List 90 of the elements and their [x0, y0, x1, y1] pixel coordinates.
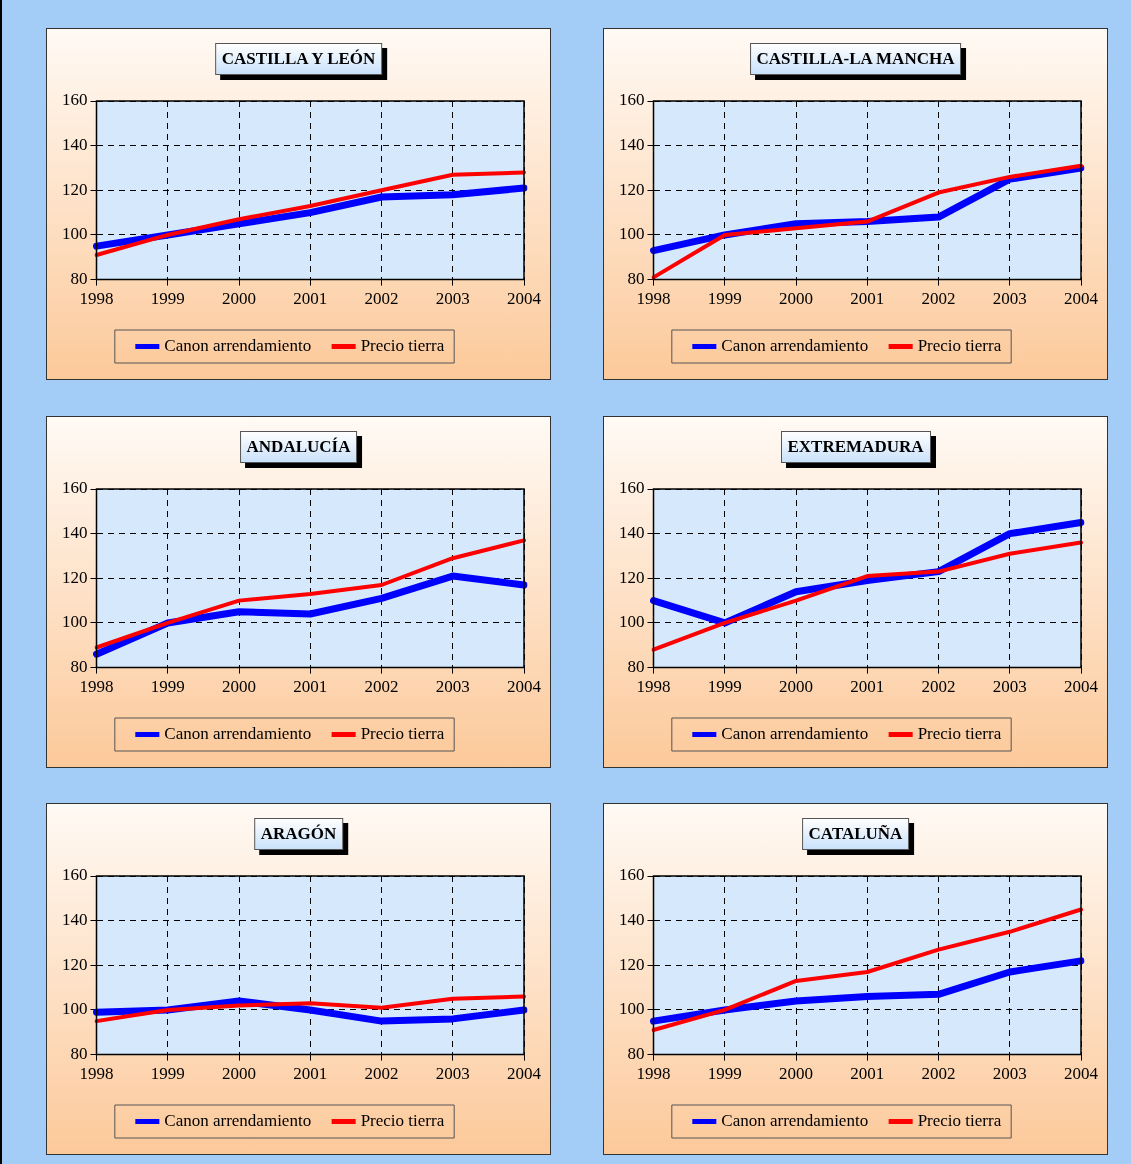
x-tick-label: 2001	[850, 289, 885, 309]
x-tick-label: 2002	[921, 1064, 956, 1084]
y-tick-label: 160	[619, 90, 645, 110]
x-tick-label: 1999	[707, 677, 742, 697]
chart-title: CATALUÑA	[801, 818, 910, 850]
legend-label: Precio tierra	[360, 723, 445, 743]
x-tick-label: 1999	[150, 289, 185, 309]
chart-title: EXTREMADURA	[780, 431, 931, 463]
x-tick-label: 1998	[79, 677, 114, 697]
chart-title: ARAGÓN	[253, 818, 344, 850]
x-tick-label: 1998	[636, 1064, 671, 1084]
y-tick-label: 100	[62, 999, 88, 1019]
y-tick-label: 160	[62, 865, 88, 885]
x-tick-label: 2000	[779, 1064, 813, 1084]
y-tick-label: 140	[62, 523, 88, 543]
x-tick-label: 2002	[364, 1064, 399, 1084]
x-tick-label: 2000	[779, 677, 813, 697]
x-tick-label: 2004	[507, 1064, 542, 1084]
y-tick-label: 80	[627, 657, 645, 677]
y-tick-label: 80	[70, 269, 88, 289]
x-tick-label: 2004	[507, 289, 542, 309]
y-tick-label: 80	[70, 1044, 88, 1064]
y-tick-label: 80	[70, 657, 88, 677]
chart-title: ANDALUCÍA	[239, 431, 358, 463]
y-tick-label: 120	[62, 179, 88, 199]
x-tick-label: 2002	[364, 289, 399, 309]
y-tick-label: 120	[619, 954, 645, 974]
y-tick-label: 120	[62, 954, 88, 974]
x-tick-label: 1999	[150, 1064, 185, 1084]
y-tick-label: 160	[62, 478, 88, 498]
x-tick-label: 2003	[435, 289, 470, 309]
chart-title: CASTILLA-LA MANCHA	[749, 43, 962, 75]
x-tick-label: 1999	[150, 677, 185, 697]
y-tick-label: 140	[619, 135, 645, 155]
y-tick-label: 100	[62, 612, 88, 632]
x-tick-label: 2000	[222, 289, 256, 309]
legend-label: Precio tierra	[917, 723, 1002, 743]
x-tick-label: 2001	[293, 289, 328, 309]
x-tick-label: 1999	[707, 1064, 742, 1084]
legend-label: Precio tierra	[360, 335, 445, 355]
legend-label: Precio tierra	[917, 335, 1002, 355]
x-tick-label: 1999	[707, 289, 742, 309]
y-tick-label: 140	[62, 910, 88, 930]
y-tick-label: 120	[619, 567, 645, 587]
y-tick-label: 140	[619, 910, 645, 930]
y-tick-label: 80	[627, 269, 645, 289]
x-tick-label: 2004	[1064, 289, 1099, 309]
x-tick-label: 2001	[850, 677, 885, 697]
y-tick-label: 80	[627, 1044, 645, 1064]
x-tick-label: 2001	[850, 1064, 885, 1084]
legend-label: Canon arrendamiento	[721, 723, 869, 743]
y-tick-label: 160	[619, 478, 645, 498]
y-tick-label: 120	[619, 179, 645, 199]
x-tick-label: 2001	[293, 1064, 328, 1084]
y-tick-label: 100	[619, 224, 645, 244]
x-tick-label: 2002	[921, 289, 956, 309]
x-tick-label: 2001	[293, 677, 328, 697]
y-tick-label: 100	[619, 612, 645, 632]
x-tick-label: 2004	[1064, 1064, 1099, 1084]
legend-label: Canon arrendamiento	[164, 1110, 312, 1130]
x-tick-label: 2000	[222, 1064, 256, 1084]
legend-label: Canon arrendamiento	[721, 1110, 869, 1130]
legend-label: Canon arrendamiento	[721, 335, 869, 355]
legend-label: Canon arrendamiento	[164, 723, 312, 743]
y-tick-label: 140	[62, 135, 88, 155]
x-tick-label: 2000	[222, 677, 256, 697]
y-tick-label: 100	[62, 224, 88, 244]
x-tick-label: 2003	[992, 677, 1027, 697]
y-tick-label: 160	[619, 865, 645, 885]
x-tick-label: 2003	[435, 1064, 470, 1084]
y-tick-label: 120	[62, 567, 88, 587]
x-tick-label: 2002	[364, 677, 399, 697]
x-tick-label: 2004	[1064, 677, 1099, 697]
x-tick-label: 2003	[992, 289, 1027, 309]
y-tick-label: 100	[619, 999, 645, 1019]
x-tick-label: 1998	[79, 1064, 114, 1084]
x-tick-label: 2002	[921, 677, 956, 697]
x-tick-label: 1998	[636, 289, 671, 309]
y-tick-label: 140	[619, 523, 645, 543]
legend-label: Precio tierra	[917, 1110, 1002, 1130]
x-tick-label: 2003	[992, 1064, 1027, 1084]
x-tick-label: 2004	[507, 677, 542, 697]
x-tick-label: 1998	[636, 677, 671, 697]
x-tick-label: 2000	[779, 289, 813, 309]
y-tick-label: 160	[62, 90, 88, 110]
legend-label: Precio tierra	[360, 1110, 445, 1130]
chart-title: CASTILLA Y LEÓN	[214, 43, 383, 75]
x-tick-label: 2003	[435, 677, 470, 697]
legend-label: Canon arrendamiento	[164, 335, 312, 355]
x-tick-label: 1998	[79, 289, 114, 309]
